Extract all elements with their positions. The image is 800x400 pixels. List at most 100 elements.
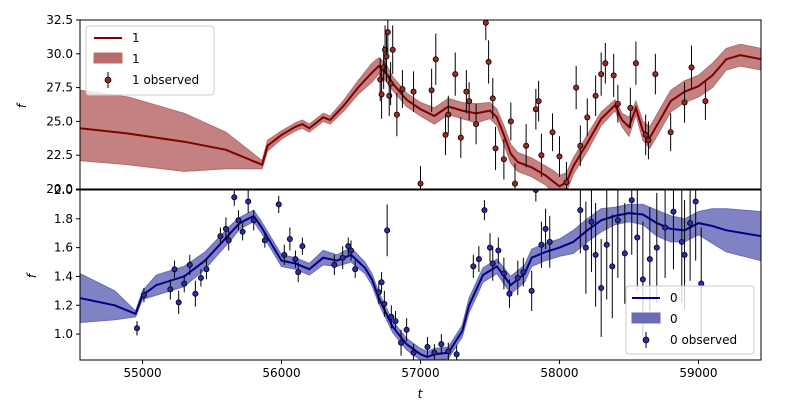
observed-point: [470, 254, 477, 278]
observed-marker: [181, 280, 188, 287]
observed-marker: [582, 244, 589, 251]
observed-marker: [383, 53, 390, 60]
observed-marker: [500, 156, 507, 163]
bottom-legend: 0 0 0 observed: [625, 285, 755, 355]
observed-point: [702, 82, 709, 121]
y-tick-label: 2.0: [54, 183, 73, 197]
observed-point: [481, 200, 488, 221]
observed-point: [500, 138, 507, 180]
observed-point: [588, 190, 595, 273]
observed-marker: [192, 290, 199, 297]
x-axis-label: t: [418, 387, 424, 400]
observed-point: [348, 240, 355, 261]
observed-marker: [299, 243, 306, 250]
top-legend: 1 1 1 observed: [85, 25, 215, 96]
observed-point: [445, 95, 452, 134]
observed-marker: [281, 251, 288, 258]
observed-point: [393, 93, 400, 137]
observed-point: [546, 215, 553, 268]
observed-point: [384, 20, 391, 56]
top-legend-obs-marker: [104, 76, 112, 84]
observed-marker: [532, 190, 539, 193]
observed-point: [652, 53, 659, 95]
observed-marker: [523, 142, 530, 149]
observed-marker: [384, 29, 391, 36]
observed-marker: [392, 318, 399, 325]
observed-marker: [702, 98, 709, 105]
observed-point: [523, 124, 530, 168]
observed-marker: [646, 256, 653, 263]
observed-point: [603, 190, 610, 300]
observed-marker: [652, 71, 659, 78]
observed-marker: [556, 153, 563, 160]
observed-marker: [662, 224, 669, 231]
observed-point: [410, 71, 417, 112]
observed-point: [231, 190, 238, 206]
observed-point: [438, 334, 445, 355]
observed-marker: [681, 99, 688, 106]
observed-point: [399, 70, 406, 108]
observed-point: [473, 103, 480, 145]
observed-marker: [428, 87, 435, 94]
top-axes-frame: [79, 19, 762, 190]
observed-marker: [681, 251, 688, 258]
observed-point: [352, 260, 359, 278]
observed-point: [582, 201, 589, 294]
observed-point: [645, 121, 652, 160]
observed-marker: [639, 276, 646, 283]
observed-marker: [389, 46, 396, 53]
y-tick-label: 22.5: [46, 148, 73, 162]
observed-marker: [432, 56, 439, 63]
observed-point: [431, 344, 438, 360]
observed-point: [538, 221, 545, 268]
observed-point: [475, 246, 482, 273]
observed-point: [398, 329, 405, 356]
observed-point: [339, 246, 346, 270]
observed-marker: [577, 207, 584, 214]
bottom-legend-box: [625, 285, 755, 355]
observed-marker: [642, 131, 649, 138]
observed-point: [592, 75, 599, 116]
observed-point: [492, 126, 499, 171]
bottom-legend-band-swatch: [631, 312, 661, 324]
observed-marker: [621, 250, 628, 257]
observed-marker: [573, 84, 580, 91]
observed-marker: [602, 60, 609, 67]
observed-marker: [239, 228, 246, 235]
observed-marker: [393, 111, 400, 118]
observed-marker: [292, 256, 299, 263]
observed-marker: [466, 98, 473, 105]
observed-point: [235, 210, 242, 231]
observed-point: [222, 217, 229, 241]
observed-marker: [698, 280, 705, 287]
observed-point: [286, 227, 293, 251]
observed-marker: [670, 208, 677, 215]
top-legend-obs-label: 1 observed: [132, 73, 199, 87]
observed-marker: [453, 351, 460, 358]
x-tick-label: 58000: [540, 366, 578, 380]
observed-marker: [486, 244, 493, 251]
observed-marker: [410, 349, 417, 356]
observed-point: [688, 45, 695, 89]
observed-point: [432, 33, 439, 85]
bottom-y-ticks: 1.0 1.2 1.4 1.6 1.8 2.0: [54, 183, 80, 341]
observed-point: [463, 70, 470, 114]
observed-marker: [482, 20, 489, 26]
observed-marker: [645, 137, 652, 144]
observed-marker: [384, 227, 391, 234]
observed-point: [549, 113, 556, 152]
observed-marker: [598, 71, 605, 78]
observed-point: [662, 190, 669, 278]
bottom-legend-band-label: 0: [670, 312, 678, 326]
observed-marker: [489, 95, 496, 102]
bottom-x-ticks: 55000 56000 57000 58000 59000: [123, 360, 718, 380]
observed-point: [466, 82, 473, 121]
observed-point: [292, 250, 299, 268]
observed-marker: [692, 198, 699, 205]
observed-point: [424, 336, 431, 358]
observed-marker: [584, 114, 591, 121]
observed-point: [457, 117, 464, 158]
observed-point: [482, 20, 489, 41]
x-tick-label: 59000: [679, 366, 717, 380]
observed-point: [489, 78, 496, 119]
